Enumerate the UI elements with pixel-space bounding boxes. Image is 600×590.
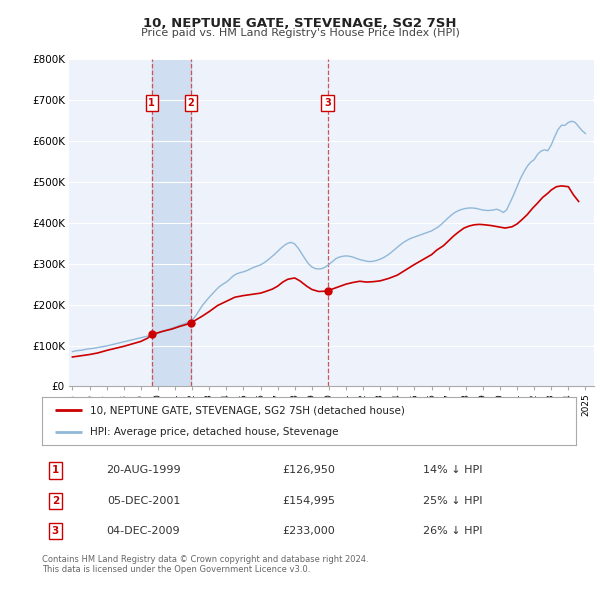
Text: 26% ↓ HPI: 26% ↓ HPI — [424, 526, 483, 536]
Text: 04-DEC-2009: 04-DEC-2009 — [107, 526, 180, 536]
Text: 10, NEPTUNE GATE, STEVENAGE, SG2 7SH: 10, NEPTUNE GATE, STEVENAGE, SG2 7SH — [143, 17, 457, 30]
Bar — [152, 59, 191, 386]
Text: 20-AUG-1999: 20-AUG-1999 — [106, 466, 181, 476]
Text: £233,000: £233,000 — [283, 526, 335, 536]
Text: Contains HM Land Registry data © Crown copyright and database right 2024.
This d: Contains HM Land Registry data © Crown c… — [42, 555, 368, 574]
Text: 25% ↓ HPI: 25% ↓ HPI — [424, 496, 483, 506]
Text: £154,995: £154,995 — [283, 496, 335, 506]
Text: 1: 1 — [148, 98, 155, 108]
Text: HPI: Average price, detached house, Stevenage: HPI: Average price, detached house, Stev… — [90, 427, 338, 437]
Text: 2: 2 — [52, 496, 59, 506]
Text: 3: 3 — [324, 98, 331, 108]
Text: 14% ↓ HPI: 14% ↓ HPI — [424, 466, 483, 476]
Text: 2: 2 — [187, 98, 194, 108]
Text: £126,950: £126,950 — [283, 466, 335, 476]
Text: 3: 3 — [52, 526, 59, 536]
Text: 1: 1 — [52, 466, 59, 476]
Text: Price paid vs. HM Land Registry's House Price Index (HPI): Price paid vs. HM Land Registry's House … — [140, 28, 460, 38]
Text: 05-DEC-2001: 05-DEC-2001 — [107, 496, 180, 506]
Text: 10, NEPTUNE GATE, STEVENAGE, SG2 7SH (detached house): 10, NEPTUNE GATE, STEVENAGE, SG2 7SH (de… — [90, 405, 405, 415]
